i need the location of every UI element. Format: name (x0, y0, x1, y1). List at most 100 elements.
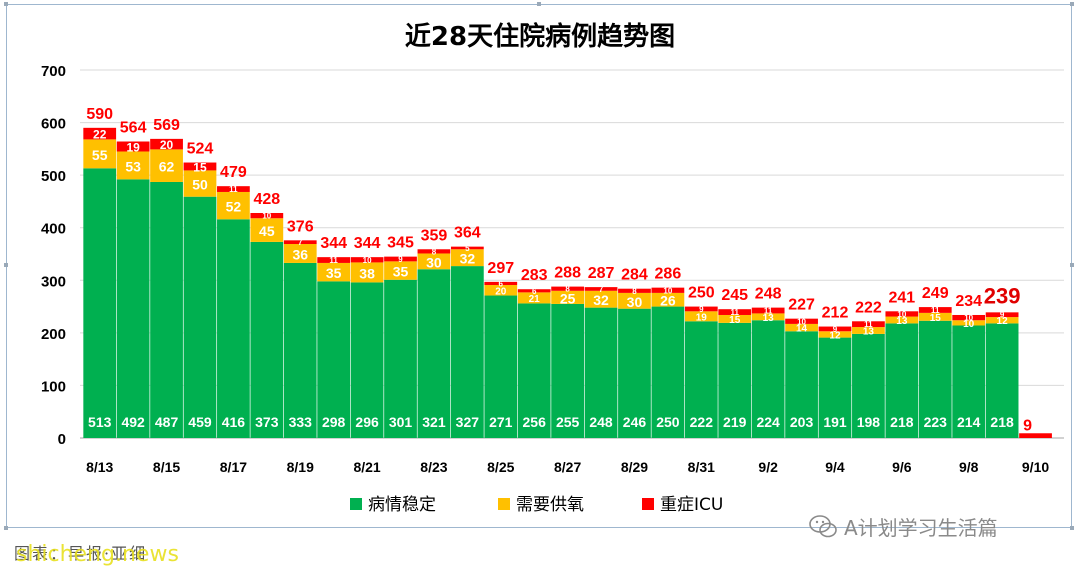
bar-segment-oxygen (417, 253, 451, 270)
bar-segment-oxygen (985, 317, 1019, 324)
data-label: 296 (355, 414, 379, 430)
data-label: 492 (121, 414, 145, 430)
data-label: 219 (723, 414, 747, 430)
data-label: 7 (599, 285, 604, 294)
total-label: 287 (588, 265, 615, 282)
legend-swatch (642, 498, 654, 510)
data-label: 12 (829, 330, 841, 341)
bar-segment-icu (852, 321, 885, 328)
bar-segment-stable (651, 306, 685, 438)
data-label: 26 (660, 293, 676, 309)
bar-segment-stable (985, 323, 1019, 438)
data-label: 6 (532, 287, 537, 296)
data-label: 256 (523, 414, 547, 430)
resize-handle[interactable] (1070, 526, 1074, 530)
data-label: 10 (363, 256, 372, 265)
bar-segment-icu (918, 307, 952, 313)
bar-segment-oxygen (952, 320, 986, 326)
site-watermark: shicheng.news (16, 542, 179, 567)
data-label: 248 (589, 414, 613, 430)
bar-segment-stable (751, 320, 785, 438)
total-label: 479 (220, 164, 247, 181)
bar-segment-oxygen (918, 312, 952, 321)
bar-segment-icu (785, 318, 818, 324)
data-label: 52 (226, 199, 242, 215)
data-label: 22 (93, 128, 107, 142)
data-label: 6 (499, 279, 504, 288)
bar-segment-stable (718, 322, 752, 438)
data-label: 14 (796, 324, 808, 335)
total-label: 250 (688, 285, 715, 302)
resize-handle[interactable] (4, 263, 8, 267)
total-label: 249 (922, 285, 949, 302)
data-label: 36 (292, 246, 308, 262)
resize-handle[interactable] (537, 2, 541, 6)
x-tick-label: 8/31 (688, 459, 715, 475)
data-label: 11 (229, 185, 238, 194)
bar-segment-oxygen (684, 311, 718, 322)
data-label: 32 (593, 292, 609, 308)
bar-segment-stable (450, 266, 484, 438)
bar-segment-oxygen (751, 313, 785, 321)
bar-segment-icu (684, 306, 718, 312)
data-label: 218 (890, 414, 914, 430)
data-label: 45 (259, 223, 275, 239)
resize-handle[interactable] (1070, 263, 1074, 267)
bar-segment-icu (217, 186, 250, 192)
bar-segment-icu (718, 309, 752, 315)
bar-segment-icu (517, 289, 551, 293)
total-label: 524 (187, 141, 214, 158)
data-label: 62 (159, 159, 175, 175)
bar-segment-oxygen (584, 290, 618, 308)
data-label: 5 (465, 244, 470, 253)
data-label: 21 (529, 294, 541, 305)
data-label: 255 (556, 414, 580, 430)
bar-segment-oxygen (618, 292, 651, 309)
bar-segment-oxygen (450, 249, 484, 267)
data-label: 20 (495, 286, 507, 297)
total-label: 344 (354, 235, 381, 252)
bar-segment-stable (785, 331, 818, 438)
data-label: 9 (833, 325, 838, 334)
bar-segment-icu (818, 326, 852, 332)
total-label: 286 (655, 266, 682, 283)
x-tick-label: 8/17 (220, 459, 247, 475)
y-tick-label: 400 (41, 221, 66, 238)
data-label: 13 (896, 316, 908, 327)
data-label: 459 (188, 414, 212, 430)
bar-segment-icu (350, 257, 384, 263)
bar-segment-icu (1019, 433, 1052, 438)
data-label: 10 (797, 317, 806, 326)
bar-segment-icu (183, 162, 217, 171)
data-label: 25 (560, 290, 576, 306)
bar-segment-stable (684, 321, 718, 438)
data-label: 13 (763, 313, 775, 324)
bar-segment-oxygen (484, 285, 518, 296)
data-label: 487 (155, 414, 179, 430)
bar-segment-icu (317, 257, 351, 263)
data-label: 15 (930, 313, 942, 324)
bar-segment-oxygen (384, 261, 417, 280)
legend-label: 病情稳定 (368, 495, 436, 515)
bar-segment-icu (952, 314, 986, 321)
y-tick-label: 200 (41, 326, 66, 343)
bar-segment-stable (150, 181, 183, 438)
x-tick-label: 8/21 (353, 459, 380, 475)
total-label: 9 (1023, 417, 1032, 434)
bar-segment-stable (952, 325, 986, 438)
total-label: 297 (487, 260, 514, 277)
data-label: 30 (426, 254, 442, 270)
resize-handle[interactable] (4, 2, 8, 6)
resize-handle[interactable] (1070, 2, 1074, 6)
bar-segment-icu (885, 311, 919, 317)
bar-segment-stable (384, 279, 417, 438)
legend-label: 重症ICU (660, 495, 723, 515)
total-label: 345 (387, 235, 414, 252)
data-label: 53 (125, 158, 141, 174)
total-label: 376 (287, 218, 314, 235)
resize-handle[interactable] (4, 526, 8, 530)
data-label: 10 (663, 286, 672, 295)
x-tick-label: 8/25 (487, 459, 514, 475)
x-tick-label: 8/23 (420, 459, 447, 475)
data-label: 8 (565, 285, 570, 294)
